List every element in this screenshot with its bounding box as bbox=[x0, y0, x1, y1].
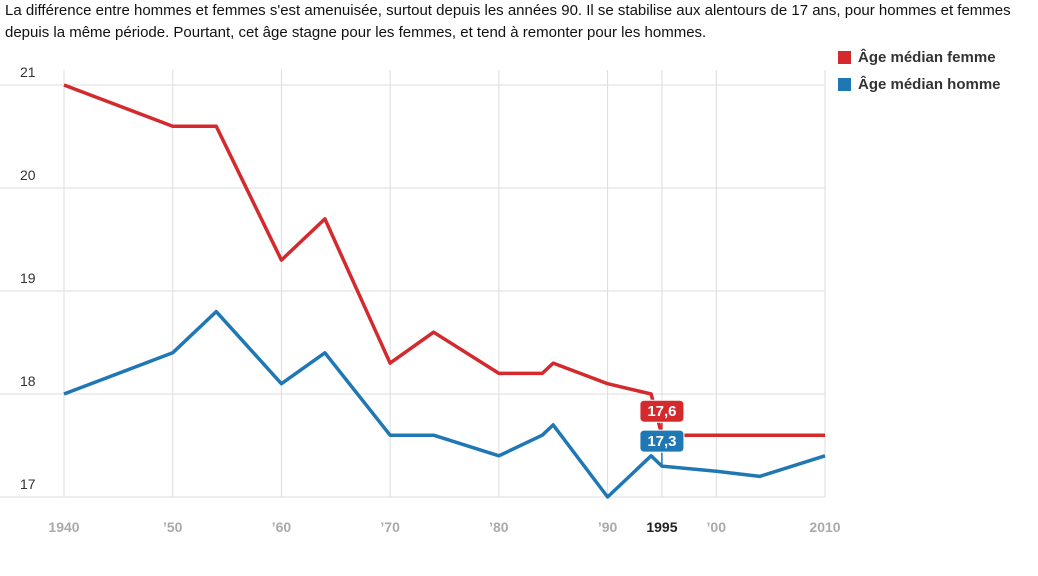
y-tick-label: 21 bbox=[20, 64, 36, 80]
x-tick-label: ’90 bbox=[598, 519, 618, 535]
legend-label-femme: Âge médian femme bbox=[858, 49, 996, 66]
legend-item-homme[interactable]: Âge médian homme bbox=[838, 71, 1001, 98]
x-tick-label: ’50 bbox=[163, 519, 183, 535]
y-tick-label: 17 bbox=[20, 476, 36, 492]
series-line-homme bbox=[63, 309, 826, 499]
x-tick-label: 1940 bbox=[48, 519, 79, 535]
y-tick-label: 18 bbox=[20, 373, 36, 389]
data-label-box bbox=[639, 429, 685, 453]
x-tick-label: 1995 bbox=[646, 519, 677, 535]
legend-label-homme: Âge médian homme bbox=[858, 76, 1001, 93]
y-tick-label: 20 bbox=[20, 167, 36, 183]
chart-legend: Âge médian femme Âge médian homme bbox=[838, 44, 1001, 98]
chart-subtitle: La différence entre hommes et femmes s'e… bbox=[5, 2, 1011, 41]
y-tick-label: 19 bbox=[20, 270, 36, 286]
x-tick-label: ’80 bbox=[489, 519, 509, 535]
series-line-femme bbox=[63, 83, 825, 437]
data-label: 17,6 bbox=[647, 403, 676, 420]
legend-item-femme[interactable]: Âge médian femme bbox=[838, 44, 1001, 71]
x-tick-label: ’70 bbox=[380, 519, 400, 535]
data-label: 17,3 bbox=[647, 433, 676, 450]
data-label-box bbox=[639, 399, 685, 423]
x-tick-label: 2010 bbox=[809, 519, 840, 535]
x-tick-label: ’60 bbox=[272, 519, 292, 535]
legend-swatch-homme bbox=[838, 78, 851, 91]
x-tick-label: ’00 bbox=[707, 519, 727, 535]
legend-swatch-femme bbox=[838, 51, 851, 64]
